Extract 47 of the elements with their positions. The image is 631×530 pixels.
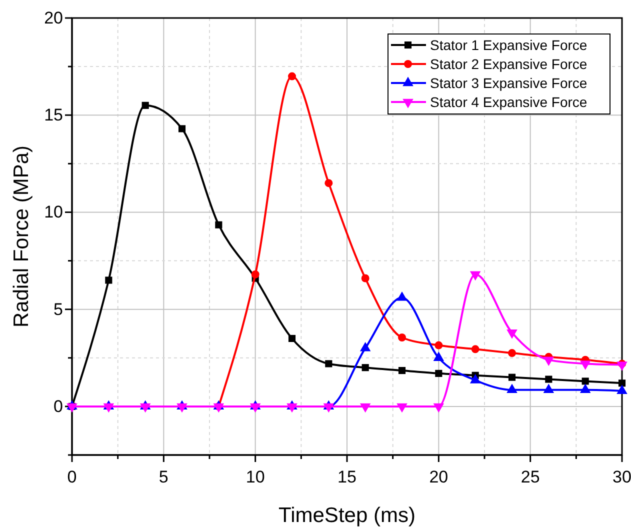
y-tick-label: 20 bbox=[44, 8, 63, 28]
point bbox=[471, 345, 480, 354]
point bbox=[288, 334, 296, 342]
point bbox=[178, 125, 186, 132]
point bbox=[396, 291, 408, 301]
point bbox=[508, 349, 516, 358]
point bbox=[361, 274, 370, 282]
legend-label: Stator 2 Expansive Force bbox=[430, 56, 588, 72]
point bbox=[616, 384, 628, 394]
x-tick-label: 25 bbox=[520, 468, 540, 487]
point bbox=[434, 341, 443, 350]
point bbox=[288, 72, 296, 80]
x-tick-label: 10 bbox=[246, 468, 265, 487]
point bbox=[324, 179, 333, 188]
point bbox=[433, 352, 444, 361]
legend-label: Stator 4 Expansive Force bbox=[430, 94, 588, 110]
legend-label: Stator 3 Expansive Force bbox=[430, 75, 588, 91]
y-tick-label: 0 bbox=[54, 396, 63, 416]
point bbox=[251, 270, 260, 278]
x-tick-label: 15 bbox=[338, 468, 356, 487]
point bbox=[618, 380, 626, 387]
x-tick-label: 30 bbox=[612, 468, 631, 487]
y-tick-label: 5 bbox=[54, 300, 63, 319]
point bbox=[360, 342, 371, 352]
point bbox=[325, 360, 332, 368]
point bbox=[545, 376, 552, 383]
point bbox=[398, 334, 406, 342]
point bbox=[398, 366, 406, 374]
point bbox=[435, 370, 442, 377]
x-axis-title: TimeStep (ms) bbox=[278, 504, 416, 527]
y-axis-title: Radial Force (MPa) bbox=[10, 145, 33, 328]
point bbox=[580, 384, 591, 394]
point bbox=[506, 384, 518, 394]
point bbox=[582, 378, 589, 385]
legend-label: Stator 1 Expansive Force bbox=[430, 37, 588, 53]
point bbox=[105, 276, 112, 284]
y-tick-label: 10 bbox=[44, 202, 63, 222]
y-tick-label: 15 bbox=[44, 106, 63, 125]
x-tick-label: 0 bbox=[67, 468, 77, 487]
point bbox=[470, 374, 481, 384]
x-tick-label: 20 bbox=[429, 468, 448, 487]
point bbox=[362, 364, 369, 372]
x-tick-label: 5 bbox=[158, 468, 168, 487]
point bbox=[508, 374, 516, 381]
point bbox=[215, 221, 222, 228]
point bbox=[543, 384, 554, 394]
point bbox=[142, 102, 149, 109]
